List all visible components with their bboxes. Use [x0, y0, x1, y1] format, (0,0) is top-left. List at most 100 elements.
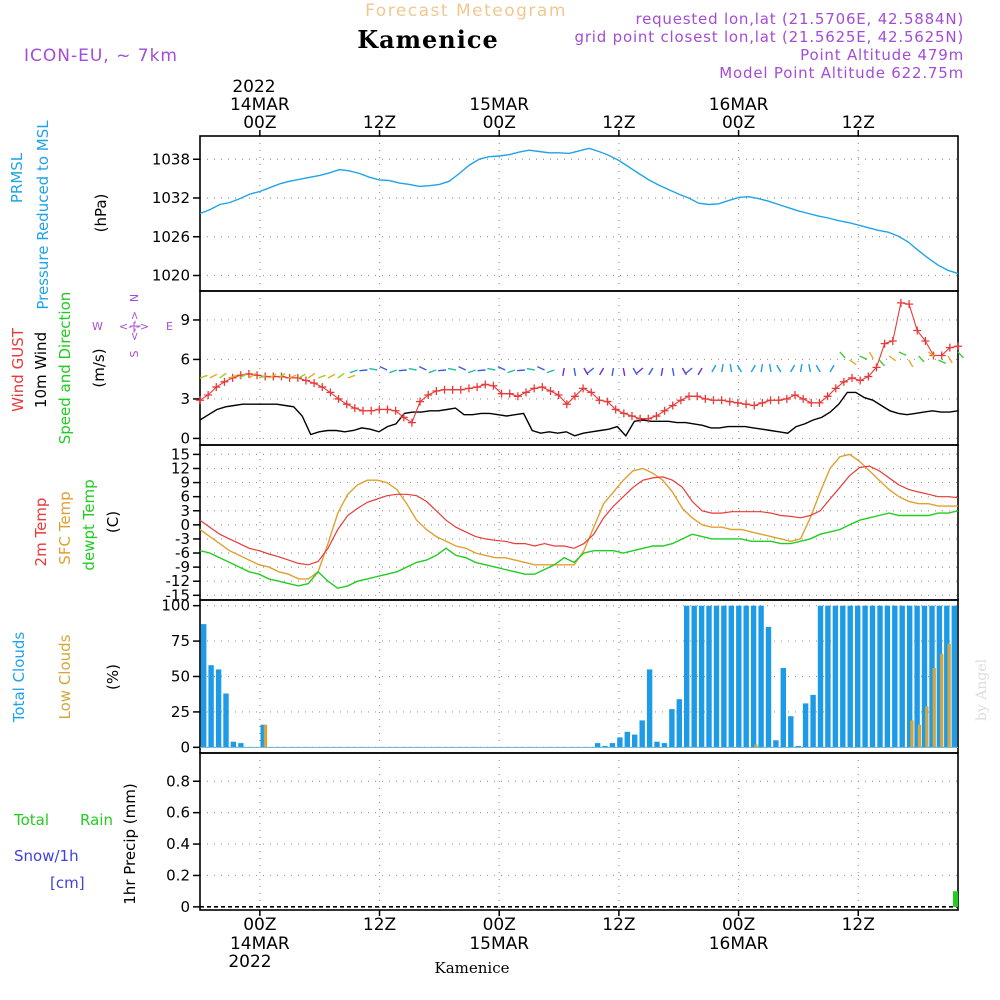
wind-direction-arrow: [859, 355, 868, 360]
y-tick-label: 3: [180, 390, 190, 408]
gust-marker: [334, 394, 343, 403]
gust-marker: [782, 394, 791, 403]
gust-marker: [587, 388, 596, 397]
top-time-label: 00Z: [243, 113, 276, 133]
compass-east: E: [166, 320, 173, 333]
total-cloud-bar: [951, 605, 957, 748]
gust-marker: [383, 405, 392, 414]
total-cloud-bar: [877, 605, 883, 748]
gust-marker: [448, 385, 457, 394]
sfc-temp-line: [199, 453, 958, 580]
gust-marker: [310, 379, 319, 388]
total-cloud-bar: [594, 743, 601, 748]
low-cloud-bar: [263, 724, 268, 748]
wind-direction-arrow: [768, 363, 772, 373]
bottom-date-label: 16MAR: [709, 934, 769, 954]
wind-direction-arrow: [349, 369, 358, 374]
low-cloud-bar: [910, 720, 914, 748]
gust-marker: [856, 376, 865, 385]
pressure-panel: PRMSL Pressure Reduced to MSL (hPa) 1020…: [8, 120, 959, 310]
gust-marker: [196, 396, 204, 405]
gust-marker: [636, 414, 645, 423]
bottom-time-label: 00Z: [722, 915, 755, 935]
total-cloud-bar: [855, 605, 861, 748]
total-cloud-bar: [936, 605, 943, 748]
low-cloud-bar: [754, 744, 758, 748]
total-cloud-bar: [230, 741, 237, 748]
total-cloud-bar: [208, 665, 214, 748]
gust-marker: [896, 298, 905, 307]
wind-direction-arrow: [219, 372, 227, 379]
gust-marker: [513, 392, 522, 401]
gust-marker: [880, 339, 889, 348]
total-cloud-bar: [914, 605, 920, 748]
gust-marker: [709, 396, 718, 405]
wind-direction-arrow: [671, 367, 675, 377]
total-cloud-bar: [847, 605, 853, 748]
gust-marker: [644, 414, 653, 423]
wind-direction-arrow: [685, 367, 693, 374]
total-cloud-bar: [773, 740, 779, 748]
gust-marker: [367, 406, 376, 415]
wind-direction-arrow: [447, 367, 457, 371]
y-tick-label: 6: [180, 350, 190, 368]
total-cloud-bar: [810, 694, 816, 748]
gust-marker: [611, 405, 620, 414]
precip-units: 1hr Precip (mm): [121, 783, 139, 904]
wind-direction-arrow: [268, 373, 277, 379]
bottom-time-label: 12Z: [602, 915, 635, 935]
total-cloud-bar: [907, 605, 913, 748]
compass-west: W: [92, 320, 103, 333]
gust-line: [199, 302, 959, 424]
wind-direction-arrow: [947, 355, 953, 364]
legend-total: Total: [13, 811, 49, 829]
wind-direction-arrow: [199, 374, 208, 379]
total-cloud-bar: [260, 724, 266, 748]
total-cloud-bar: [944, 605, 950, 748]
total-cloud-bar: [624, 731, 630, 748]
wind-direction-arrow: [507, 369, 516, 374]
wind-direction-arrow: [611, 367, 615, 377]
t2m-label: 2m Temp: [32, 498, 50, 567]
wind-direction-arrow: [878, 359, 886, 367]
gust-marker: [693, 392, 702, 401]
wind-direction-arrow: [428, 369, 437, 374]
total-cloud-bar: [684, 605, 690, 748]
gust-marker: [489, 381, 498, 390]
gust-marker: [416, 397, 425, 406]
wind-direction-arrow: [888, 355, 897, 362]
total-cloud-bar: [825, 605, 831, 748]
gust-marker: [579, 384, 588, 393]
wind-direction-arrow: [298, 373, 306, 379]
gust-marker: [799, 394, 808, 403]
gust-marker: [701, 394, 710, 403]
panel-frame-1: [199, 290, 959, 446]
total-cloud-bar: [743, 605, 749, 748]
total-cloud-bar: [899, 605, 905, 748]
gust-marker: [253, 371, 262, 380]
low-clouds-label: Low Clouds: [56, 634, 74, 719]
y-tick-label: 50: [171, 668, 190, 686]
gust-marker: [391, 406, 400, 415]
wind-direction-arrow: [928, 351, 936, 358]
pressure-line: [199, 147, 959, 275]
total-cloud-bar: [728, 605, 734, 748]
gust-marker: [301, 376, 310, 385]
gust-marker: [342, 400, 351, 409]
wind-direction-arrow: [438, 369, 447, 372]
wind-direction-arrow: [957, 351, 964, 359]
total-cloud-bar: [862, 605, 868, 748]
low-cloud-bar: [940, 653, 944, 748]
wind-direction-arrow: [587, 367, 595, 374]
gust-marker: [872, 363, 881, 372]
gust-marker: [758, 398, 767, 407]
bottom-time-label: 12Z: [842, 915, 875, 935]
pressure-units: (hPa): [92, 194, 110, 233]
gust-marker: [538, 383, 547, 392]
low-cloud-bar: [917, 724, 922, 748]
compass-ns-arrow: <-|->: [128, 311, 141, 341]
pressure-label-2: Pressure Reduced to MSL: [34, 120, 52, 310]
total-cloud-bar: [691, 605, 697, 748]
gust-marker: [627, 412, 636, 421]
total-cloud-bar: [884, 605, 891, 748]
